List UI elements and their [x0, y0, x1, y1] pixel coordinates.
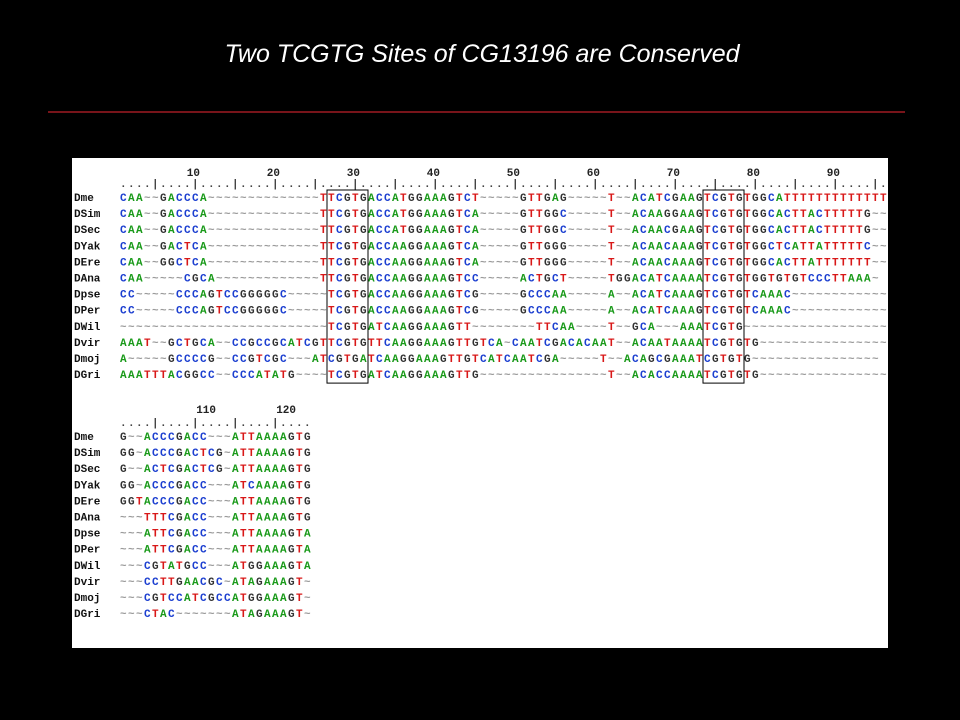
site-box — [702, 189, 745, 384]
sequence: CAA~~~~~CGCA~~~~~~~~~~~~~TTCGTGACCAAGGAA… — [120, 274, 879, 286]
ruler-number: 20 — [267, 168, 280, 180]
ruler: ....|....|....|....|.... — [120, 418, 311, 430]
species-name: Dvir — [74, 577, 100, 589]
species-name: Dmoj — [74, 593, 100, 605]
sequence: GG~ACCCGACTCG~ATTAAAAGTG — [120, 448, 311, 460]
sequence: ~~~TTTCGACC~~~ATTAAAAGTG — [120, 513, 311, 525]
ruler-number: 70 — [667, 168, 680, 180]
sequence: CC~~~~~CCCAGTCCGGGGGC~~~~~TCGTGACCAAGGAA… — [120, 306, 887, 318]
sequence: CAA~~GGCTCA~~~~~~~~~~~~~~TTCGTGACCAAGGAA… — [120, 257, 887, 269]
species-name: Dme — [74, 193, 94, 205]
sequence: G~~ACCCGACC~~~ATTAAAAGTG — [120, 432, 311, 444]
species-name: DGri — [74, 609, 101, 621]
species-name: DSim — [74, 448, 101, 460]
ruler-number: 10 — [187, 168, 200, 180]
ruler-number: 110 — [196, 405, 216, 417]
sequence: A~~~~~GCCCCG~~CCGTCGC~~~ATCGTGATCAAGGAAA… — [120, 354, 879, 366]
sequence: ~~~ATTCGACC~~~ATTAAAAGTA — [120, 545, 311, 557]
sequence: CC~~~~~CCCAGTCCGGGGGC~~~~~TCGTGACCAAGGAA… — [120, 290, 887, 302]
sequence: AAAT~~GCTGCA~~CCGCCGCATCGTTCGTGTTCAAGGAA… — [120, 338, 887, 350]
sequence: GG~ACCCGACC~~~ATCAAAAGTG — [120, 480, 311, 492]
sequence: AAATTTACGGCC~~CCCATATG~~~~TCGTGATCAAGGAA… — [120, 370, 887, 382]
site-box — [326, 189, 369, 384]
species-name: DEre — [74, 496, 101, 508]
ruler-number: 40 — [427, 168, 440, 180]
sequence: G~~ACTCGACTCG~ATTAAAAGTG — [120, 464, 311, 476]
ruler-number: 120 — [276, 405, 296, 417]
sequence: CAA~~GACCCA~~~~~~~~~~~~~~TTCGTGACCATGGAA… — [120, 193, 887, 205]
sequence: CAA~~GACCCA~~~~~~~~~~~~~~TTCGTGACCATGGAA… — [120, 209, 887, 221]
species-name: DAna — [74, 513, 101, 525]
sequence: GGTACCCGACC~~~ATTAAAAGTG — [120, 496, 311, 508]
alignment: 10 20 30 40 50 60 70 80 90....|....|....|....|..… — [74, 168, 887, 621]
species-name: DSim — [74, 209, 101, 221]
species-name: Dvir — [74, 338, 100, 350]
species-name: Dpse — [74, 290, 101, 302]
slide-title: Two TCGTG Sites of CG13196 are Conserved — [224, 40, 740, 68]
species-name: DSec — [74, 225, 100, 237]
species-name: DGri — [74, 370, 101, 382]
species-name: DWil — [74, 561, 101, 573]
sequence: ~~~CTAC~~~~~~~ATAGAAAGT~ — [120, 609, 311, 621]
species-name: DEre — [74, 257, 101, 269]
species-name: DAna — [74, 274, 101, 286]
sequence: ~~~CCTTGAACGC~ATAGAAAGT~ — [120, 577, 311, 589]
species-name: DYak — [74, 241, 101, 253]
ruler-number: 80 — [747, 168, 760, 180]
sequence: ~~~CGTATGCC~~~ATGGAAAGTA — [120, 561, 311, 573]
sequence: ~~~ATTCGACC~~~ATTAAAAGTA — [120, 529, 311, 541]
ruler: ....|....|....|....|....|....|....|....|… — [120, 179, 887, 191]
sequence: CAA~~GACCCA~~~~~~~~~~~~~~TTCGTGACCATGGAA… — [120, 225, 887, 237]
species-name: DYak — [74, 480, 101, 492]
ruler-number: 30 — [347, 168, 360, 180]
ruler-number: 50 — [507, 168, 520, 180]
alignment-panel — [72, 158, 888, 648]
species-name: DWil — [74, 322, 101, 334]
ruler-number: 90 — [827, 168, 840, 180]
ruler-number: 60 — [587, 168, 600, 180]
species-name: DPer — [74, 545, 100, 557]
species-name: DSec — [74, 464, 100, 476]
species-name: Dmoj — [74, 354, 100, 366]
sequence: ~~~CGTCCATCGCCATGGAAAGT~ — [120, 593, 311, 605]
species-name: Dme — [74, 432, 94, 444]
species-name: DPer — [74, 306, 100, 318]
sequence: ~~~~~~~~~~~~~~~~~~~~~~~~~~TCGTGATCAAGGAA… — [120, 322, 887, 334]
sequence: CAA~~GACTCA~~~~~~~~~~~~~~TTCGTGACCAAGGAA… — [120, 241, 887, 253]
species-name: Dpse — [74, 529, 101, 541]
